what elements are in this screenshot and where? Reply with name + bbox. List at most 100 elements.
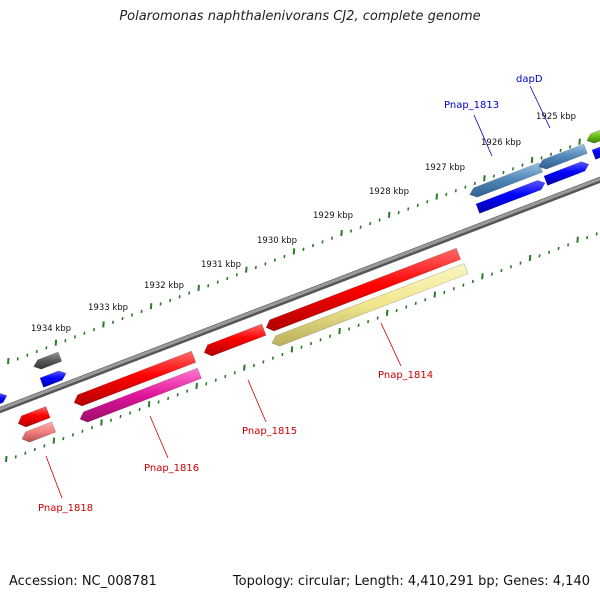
gene-arrow-pnap1813-cds[interactable] bbox=[475, 180, 546, 214]
minor-tick bbox=[521, 163, 524, 167]
minor-tick bbox=[214, 378, 217, 382]
minor-tick bbox=[416, 203, 419, 207]
inner-tick-row bbox=[5, 232, 598, 463]
kbp-label-group: 1925 kbp 1926 kbp 1927 kbp 1928 kbp 1929 kbp… bbox=[31, 112, 576, 334]
kbp-label: 1928 kbp bbox=[369, 187, 409, 197]
gene-label-pnap1815[interactable]: Pnap_1815 bbox=[242, 426, 297, 437]
minor-tick bbox=[357, 323, 360, 327]
major-tick bbox=[481, 273, 484, 280]
minor-tick bbox=[24, 451, 27, 455]
gene-label-pnap1814[interactable]: Pnap_1814 bbox=[378, 370, 433, 381]
major-tick bbox=[5, 455, 8, 463]
gene-arrow-dapD-cds[interactable] bbox=[543, 161, 590, 186]
minor-tick bbox=[369, 222, 372, 226]
minor-tick bbox=[492, 174, 495, 178]
major-tick bbox=[338, 328, 341, 335]
minor-tick bbox=[490, 272, 493, 276]
major-tick bbox=[483, 175, 486, 182]
major-tick bbox=[387, 211, 391, 218]
major-tick bbox=[292, 248, 296, 255]
gene-arrow-small-blue[interactable] bbox=[39, 370, 67, 388]
gene-band-pnap1818[interactable] bbox=[21, 421, 57, 443]
gene-band-dapD[interactable] bbox=[538, 143, 588, 170]
minor-tick bbox=[586, 235, 589, 240]
major-tick bbox=[54, 339, 58, 346]
major-tick bbox=[147, 401, 151, 408]
kbp-label: 1927 kbp bbox=[425, 163, 465, 173]
minor-tick bbox=[224, 374, 227, 379]
minor-tick bbox=[426, 200, 429, 204]
gene-group bbox=[0, 129, 600, 443]
gene-arrow-pnap1815-cds[interactable] bbox=[203, 323, 267, 357]
gene-label-pnap1818[interactable]: Pnap_1818 bbox=[38, 503, 93, 514]
major-tick bbox=[578, 138, 581, 145]
minor-tick bbox=[462, 283, 465, 287]
minor-tick bbox=[169, 298, 172, 303]
minor-tick bbox=[397, 211, 400, 215]
major-tick bbox=[243, 364, 246, 371]
minor-tick bbox=[45, 346, 48, 350]
gene-label-pnap1816[interactable]: Pnap_1816 bbox=[144, 463, 199, 474]
minor-tick bbox=[557, 246, 560, 251]
minor-tick bbox=[378, 218, 381, 222]
gene-arrow-offscreen-blue[interactable] bbox=[591, 145, 600, 160]
gene-label-dapD[interactable]: dapD bbox=[516, 74, 543, 85]
minor-tick bbox=[92, 327, 95, 332]
minor-tick bbox=[235, 273, 238, 277]
gene-band-pnap1813[interactable] bbox=[469, 162, 543, 198]
minor-tick bbox=[414, 301, 417, 305]
minor-tick bbox=[407, 207, 410, 211]
minor-tick bbox=[131, 313, 134, 317]
minor-tick bbox=[319, 338, 322, 342]
minor-tick bbox=[83, 331, 86, 335]
minor-tick bbox=[16, 357, 19, 361]
minor-tick bbox=[121, 317, 124, 321]
minor-tick bbox=[309, 341, 313, 346]
minor-tick bbox=[443, 290, 446, 295]
minor-tick bbox=[511, 167, 515, 171]
minor-tick bbox=[519, 261, 522, 265]
minor-tick bbox=[129, 411, 132, 415]
gene-arrow-pnap1816-cds[interactable] bbox=[73, 350, 197, 407]
minor-tick bbox=[559, 148, 562, 153]
major-tick bbox=[435, 193, 439, 200]
gene-band-pnap1816[interactable] bbox=[79, 367, 202, 423]
minor-tick bbox=[283, 254, 286, 259]
kbp-label: 1932 kbp bbox=[144, 281, 184, 291]
minor-tick bbox=[395, 309, 398, 313]
major-tick bbox=[340, 230, 343, 237]
minor-tick bbox=[500, 268, 503, 273]
minor-tick bbox=[321, 240, 324, 244]
gene-arrow-edge-blue[interactable] bbox=[0, 392, 8, 405]
minor-tick bbox=[595, 232, 598, 236]
gene-arrow-pnap1814-cds[interactable] bbox=[265, 247, 462, 332]
major-tick bbox=[576, 236, 579, 243]
minor-tick bbox=[424, 298, 427, 302]
minor-tick bbox=[176, 393, 179, 397]
minor-tick bbox=[167, 396, 170, 401]
minor-tick bbox=[188, 291, 191, 295]
gene-band-small-gray[interactable] bbox=[33, 351, 63, 370]
minor-tick bbox=[271, 356, 274, 360]
gene-band-offscreen-green[interactable] bbox=[586, 129, 600, 144]
minor-tick bbox=[226, 276, 229, 281]
minor-tick bbox=[35, 349, 38, 354]
gene-arrow-pnap1818-cds[interactable] bbox=[17, 406, 51, 428]
outer-tick-row bbox=[7, 134, 600, 365]
gene-band-pnap1814[interactable] bbox=[271, 263, 469, 347]
minor-tick bbox=[159, 302, 162, 306]
minor-tick bbox=[464, 185, 467, 189]
minor-tick bbox=[328, 334, 332, 338]
major-tick bbox=[530, 156, 534, 164]
minor-tick bbox=[540, 156, 543, 160]
minor-tick bbox=[26, 353, 29, 357]
minor-tick bbox=[473, 181, 476, 186]
minor-tick bbox=[119, 415, 122, 419]
major-tick bbox=[195, 382, 198, 389]
minor-tick bbox=[569, 145, 572, 149]
minor-tick bbox=[509, 265, 513, 269]
major-tick bbox=[100, 419, 103, 426]
minor-tick bbox=[311, 243, 315, 248]
map-title: Polaromonas naphthalenivorans CJ2, compl… bbox=[119, 9, 481, 24]
gene-label-pnap1813[interactable]: Pnap_1813 bbox=[444, 100, 499, 111]
